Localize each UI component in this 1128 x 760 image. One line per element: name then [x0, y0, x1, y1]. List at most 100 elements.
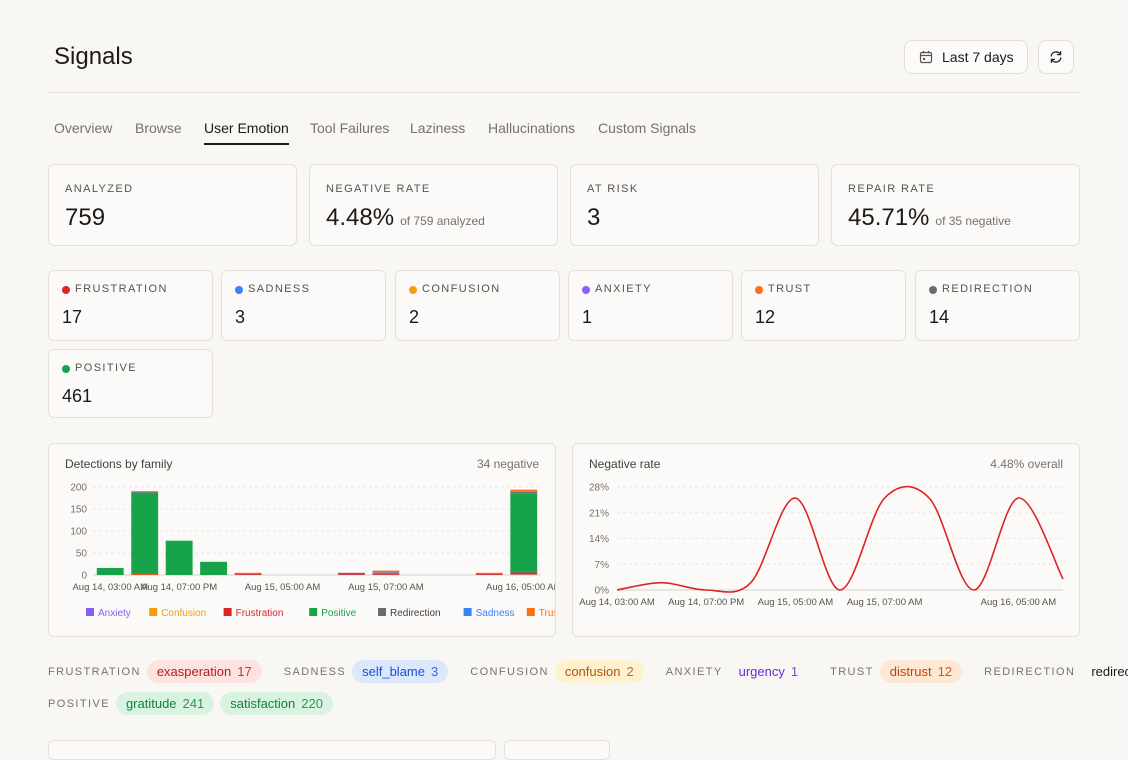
y-tick-label: 7%	[595, 560, 610, 571]
bar-segment	[97, 568, 124, 575]
legend-label: Anxiety	[98, 608, 131, 619]
x-tick-label: Aug 15, 07:00 AM	[348, 582, 424, 593]
emotion-card-positive: Positive 461	[48, 349, 213, 418]
chip-group-sadness: Sadness self_blame 3	[284, 660, 454, 683]
legend-item: Frustration	[224, 608, 284, 619]
chip-group-redirection: Redirectionredirect14	[984, 660, 1128, 683]
emotion-chip[interactable]: gratitude 241	[116, 692, 214, 715]
legend-item: Sadness	[464, 608, 515, 619]
stat-card-repair-rate: Repair rate 45.71%of 35 negative	[831, 164, 1080, 246]
bar-segment	[166, 541, 193, 575]
bar-segment	[338, 573, 365, 574]
chip-count: 3	[431, 664, 438, 679]
chip-label: gratitude	[126, 696, 177, 711]
bottom-panel	[504, 740, 610, 760]
bar-segment	[476, 574, 503, 575]
y-tick-label: 150	[70, 505, 87, 516]
chip-group-label: Frustration	[48, 666, 141, 678]
chip-group-label: Sadness	[284, 666, 346, 678]
signals-page: Signals Last 7 days Overview Browse User…	[48, 0, 1080, 93]
bar-segment	[510, 492, 537, 493]
y-tick-label: 14%	[589, 534, 609, 545]
tab-laziness[interactable]: Laziness	[410, 120, 465, 143]
emotion-count: 1	[582, 307, 592, 328]
legend-label: Frustration	[236, 608, 284, 619]
chip-label: satisfaction	[230, 696, 295, 711]
emotion-label: Sadness	[248, 283, 310, 295]
negative-rate-chart-card: Negative rate 4.48% overall 0%7%14%21%28…	[572, 443, 1080, 637]
bar-segment	[131, 493, 158, 574]
emotion-count: 461	[62, 386, 92, 407]
bar-segment	[131, 573, 158, 574]
legend-item: Anxiety	[86, 608, 131, 619]
tab-custom-signals[interactable]: Custom Signals	[598, 120, 696, 143]
bar-segment	[200, 562, 227, 575]
calendar-icon	[919, 50, 933, 64]
y-tick-label: 0	[81, 571, 87, 582]
stat-value: 45.71%of 35 negative	[848, 204, 1011, 232]
emotion-chip[interactable]: redirect14	[1081, 660, 1128, 683]
bar-segment	[131, 491, 158, 492]
tab-hallucinations[interactable]: Hallucinations	[488, 120, 575, 143]
emotion-card-sadness: Sadness3	[221, 270, 386, 341]
emotion-chips-row: Positivegratitude241satisfaction220	[48, 692, 355, 715]
legend-label: Positive	[321, 608, 356, 619]
tab-overview[interactable]: Overview	[54, 120, 112, 143]
date-range-label: Last 7 days	[942, 49, 1014, 65]
refresh-button[interactable]	[1038, 40, 1074, 74]
emotion-card-anxiety: Anxiety1	[568, 270, 733, 341]
emotion-label: Confusion	[422, 283, 501, 295]
refresh-icon	[1049, 50, 1063, 64]
emotion-label: Positive	[75, 362, 137, 374]
status-dot	[929, 286, 937, 294]
bar-segment	[372, 573, 399, 574]
emotion-chip[interactable]: self_blame 3	[352, 660, 448, 683]
legend-item: Trust	[527, 608, 555, 619]
tab-browse[interactable]: Browse	[135, 120, 182, 143]
emotion-label: Redirection	[942, 283, 1033, 295]
legend-label: Redirection	[390, 608, 441, 619]
x-tick-label: Aug 15, 05:00 AM	[245, 582, 321, 593]
legend-swatch	[86, 608, 94, 616]
tab-tool-failures[interactable]: Tool Failures	[310, 120, 389, 143]
legend-item: Positive	[309, 608, 356, 619]
date-range-button[interactable]: Last 7 days	[904, 40, 1028, 74]
chip-group-label: Confusion	[470, 666, 549, 678]
y-tick-label: 0%	[595, 586, 610, 597]
stat-label: Negative rate	[326, 183, 431, 195]
legend-swatch	[378, 608, 386, 616]
chip-count: 241	[183, 696, 205, 711]
bar-segment	[510, 493, 537, 572]
legend-swatch	[149, 608, 157, 616]
bar-segment	[510, 490, 537, 492]
x-tick-label: Aug 15, 05:00 AM	[758, 597, 834, 608]
chip-count: 17	[237, 664, 251, 679]
legend-swatch	[224, 608, 232, 616]
tab-user-emotion[interactable]: User Emotion	[204, 120, 289, 145]
stat-value: 3	[587, 204, 600, 232]
chip-group-label: Trust	[830, 666, 874, 678]
chip-group-positive: Positivegratitude241satisfaction220	[48, 692, 339, 715]
bar-segment	[372, 572, 399, 573]
y-tick-label: 50	[76, 549, 88, 560]
emotion-card-frustration: Frustration17	[48, 270, 213, 341]
legend-label: Trust	[539, 608, 555, 619]
x-tick-label: Aug 14, 07:00 PM	[141, 582, 217, 593]
legend-item: Redirection	[378, 608, 441, 619]
emotion-label: Trust	[768, 283, 812, 295]
emotion-card-trust: Trust12	[741, 270, 906, 341]
chip-label: redirect	[1091, 664, 1128, 679]
y-tick-label: 200	[70, 483, 87, 494]
chip-label: self_blame	[362, 664, 425, 679]
stat-label: Analyzed	[65, 183, 133, 195]
chip-label: distrust	[890, 664, 932, 679]
